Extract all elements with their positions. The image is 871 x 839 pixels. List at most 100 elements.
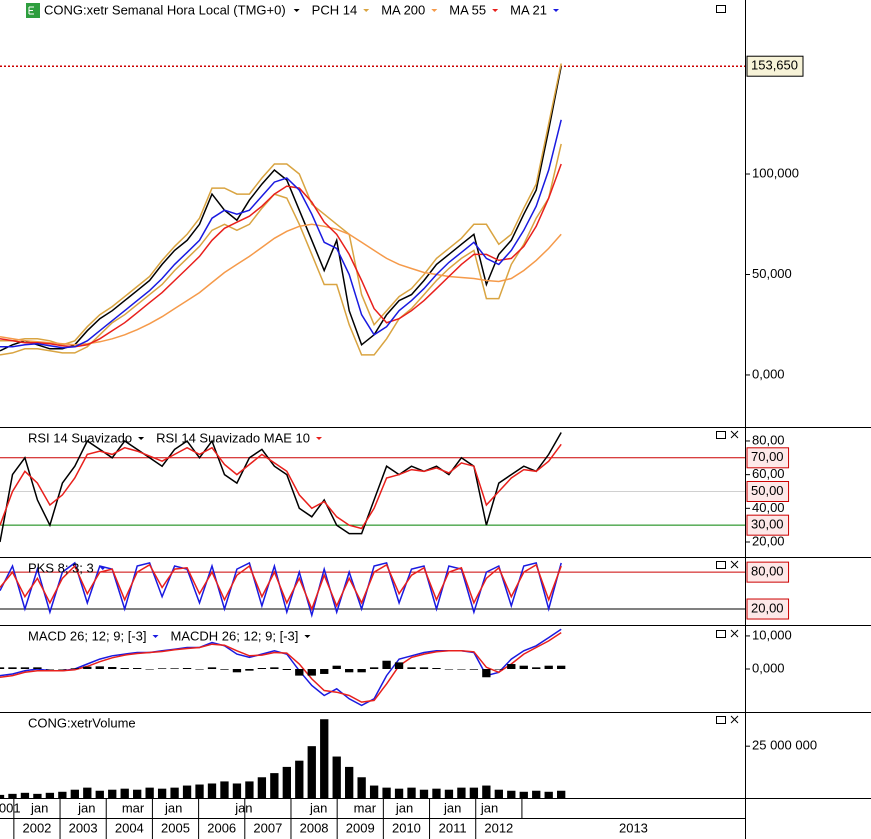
maximize-button[interactable] xyxy=(716,431,726,439)
bar xyxy=(432,788,441,798)
icon-glyph xyxy=(28,6,34,15)
maximize-button[interactable] xyxy=(716,5,726,13)
maximize-button[interactable] xyxy=(716,630,726,638)
month-label: jan xyxy=(234,800,252,815)
month-label: mar xyxy=(354,800,377,815)
x-tick-label: 2005 xyxy=(161,820,190,835)
dropdown-arrow xyxy=(304,635,311,638)
bar xyxy=(382,660,391,669)
close-button[interactable] xyxy=(730,560,739,569)
close-button[interactable] xyxy=(730,715,739,724)
bar xyxy=(332,665,341,669)
bar xyxy=(307,669,316,676)
bar xyxy=(58,791,67,798)
bar xyxy=(0,794,5,798)
bar xyxy=(145,669,154,670)
legend-entry[interactable]: RSI 14 Suavizado xyxy=(28,430,132,445)
month-label: mar xyxy=(122,800,145,815)
value-box xyxy=(746,480,790,502)
close-button[interactable] xyxy=(730,430,739,439)
y-tick-label: 80,00 xyxy=(752,432,785,447)
plot-area xyxy=(0,561,745,618)
legend-entry[interactable]: MACD 26; 12; 9; [-3] xyxy=(28,628,147,643)
bar xyxy=(282,669,291,670)
month-label: jan xyxy=(309,800,327,815)
bar xyxy=(357,777,366,798)
bar xyxy=(419,667,429,669)
bar xyxy=(457,787,466,798)
bar xyxy=(307,746,316,798)
value-label: 70,00 xyxy=(751,449,784,464)
bar xyxy=(357,669,366,673)
bar xyxy=(295,760,304,798)
y-tick-label: 25 000 000 xyxy=(752,738,817,753)
x-tick-label: 2008 xyxy=(300,820,329,835)
bar xyxy=(195,669,204,670)
legend-entry[interactable]: MA 21 xyxy=(510,2,547,17)
bar xyxy=(270,667,279,669)
bar xyxy=(220,669,229,670)
legend-entry[interactable]: PCH 14 xyxy=(312,2,358,17)
bar xyxy=(295,669,304,676)
bar xyxy=(245,669,254,671)
bar xyxy=(207,667,217,669)
bar xyxy=(45,669,55,670)
bar xyxy=(133,668,142,669)
dropdown-arrow xyxy=(293,9,300,12)
bar xyxy=(232,783,242,798)
panel-buttons[interactable] xyxy=(716,5,739,724)
legend-entry[interactable]: MA 200 xyxy=(381,2,425,17)
bar xyxy=(469,669,479,670)
legend-entry[interactable]: PKS 8; 3; 3 xyxy=(28,560,94,575)
bar xyxy=(257,777,267,798)
dropdown-arrow xyxy=(152,635,159,638)
bar xyxy=(394,662,404,669)
month-label: 001 xyxy=(0,800,21,815)
dropdown-arrow xyxy=(99,567,106,570)
bar xyxy=(407,787,416,798)
value-label: 30,00 xyxy=(751,517,784,532)
value-box xyxy=(746,447,790,469)
y-tick-label: 20,00 xyxy=(752,533,785,548)
bar xyxy=(270,773,279,798)
bar xyxy=(220,781,229,798)
bar xyxy=(20,667,30,669)
bar xyxy=(8,793,17,798)
series-line xyxy=(0,443,562,530)
y-tick-label: 10,000 xyxy=(752,627,792,642)
x-tick-label: 2006 xyxy=(207,820,236,835)
bar xyxy=(83,666,92,669)
legend-entry[interactable]: MA 55 xyxy=(449,2,486,17)
close-button[interactable] xyxy=(730,629,739,638)
maximize-button[interactable] xyxy=(716,716,726,724)
plot-area xyxy=(0,63,745,356)
series-line xyxy=(0,63,562,346)
legend-entry[interactable]: RSI 14 Suavizado MAE 10 xyxy=(156,430,310,445)
value-box xyxy=(746,514,790,536)
value-box xyxy=(746,598,790,620)
bar xyxy=(494,669,503,670)
bar xyxy=(532,667,541,669)
bar xyxy=(70,789,79,798)
series-line xyxy=(0,143,562,356)
dropdown-arrow xyxy=(492,9,499,12)
bar xyxy=(58,669,67,670)
bar xyxy=(544,665,553,669)
value-label: 50,00 xyxy=(751,483,784,498)
value-box xyxy=(746,55,804,77)
maximize-button[interactable] xyxy=(716,561,726,569)
dropdown-arrow xyxy=(431,9,438,12)
x-tick-label: 2009 xyxy=(346,820,375,835)
legend-entry[interactable]: MACDH 26; 12; 9; [-3] xyxy=(171,628,299,643)
dropdown-arrow xyxy=(138,437,145,440)
bar xyxy=(407,667,416,669)
bar xyxy=(95,790,104,798)
series-line xyxy=(0,66,562,352)
bar xyxy=(20,792,30,798)
bar xyxy=(519,791,528,798)
bar xyxy=(232,669,242,673)
x-tick-label: 2012 xyxy=(484,820,513,835)
plot-area xyxy=(0,628,566,707)
